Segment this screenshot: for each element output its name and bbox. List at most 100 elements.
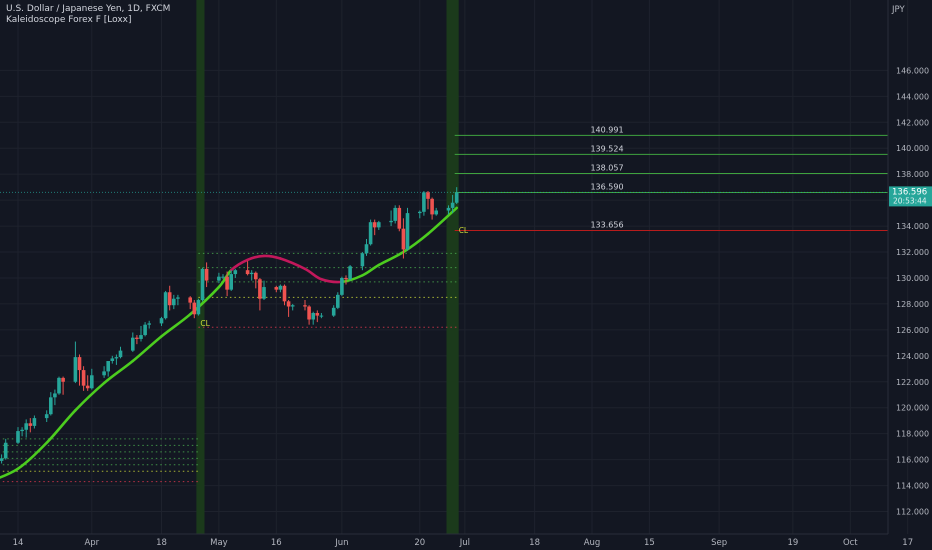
candle-body (446, 207, 451, 211)
price-level-label: 139.524 (590, 144, 623, 153)
y-tick-label: 132.000 (896, 248, 929, 257)
candle (397, 205, 402, 232)
candle (368, 219, 373, 246)
candle (114, 354, 119, 365)
y-tick-label: 118.000 (896, 430, 929, 439)
indicator-segment (229, 258, 249, 272)
candle (307, 305, 311, 325)
cl-markers: CL CL (200, 226, 469, 328)
candle-body (262, 287, 266, 299)
candle (143, 322, 147, 337)
y-tick-label: 138.000 (896, 170, 929, 179)
candle (389, 210, 393, 227)
x-tick-label: Sep (711, 538, 727, 548)
candle (430, 197, 434, 220)
x-tick-label: 19 (787, 538, 798, 548)
candle-body (368, 222, 373, 245)
candle (73, 341, 78, 384)
x-tick-label: Jun (334, 538, 348, 548)
candle (372, 219, 377, 236)
dotted-levels (0, 252, 457, 483)
candle-body (249, 272, 254, 275)
y-tick-label: 142.000 (896, 118, 929, 127)
candle-body (176, 297, 180, 299)
indicator-segment (262, 254, 282, 260)
candle-body (53, 393, 57, 398)
candle (85, 375, 90, 391)
candle (32, 415, 37, 429)
indicator-segment (160, 313, 192, 338)
candle-body (393, 207, 397, 221)
time-axis: 14 Apr 18 May 16 Jun 20 Jul 18 Aug 15 Sep 19 Oct 17 (0, 533, 913, 548)
candle-body (16, 431, 20, 443)
indicator-segment (426, 206, 458, 236)
last-price-value: 136.596 (892, 187, 927, 197)
candle (229, 270, 233, 291)
candle-body (405, 213, 410, 250)
candle-body (377, 222, 381, 228)
candle (28, 418, 33, 433)
x-tick-label: Oct (843, 538, 858, 548)
candle-body (0, 458, 4, 461)
y-tick-label: 112.000 (896, 508, 929, 517)
candle-body (344, 277, 348, 280)
candle-body (331, 307, 336, 316)
candle-body (401, 228, 406, 250)
candle (44, 410, 49, 422)
candle (106, 361, 110, 377)
y-tick-label: 146.000 (896, 66, 929, 75)
axis-currency: JPY (891, 5, 905, 15)
candle-body (221, 276, 225, 278)
candle-body (225, 276, 229, 290)
x-tick-label: 20 (414, 538, 425, 548)
candle (319, 313, 324, 319)
candle-body (49, 397, 53, 415)
candle (422, 191, 426, 216)
candle-body (192, 302, 197, 315)
indicator-segment (45, 409, 77, 445)
x-tick-label: Aug (584, 538, 601, 548)
candle (262, 280, 266, 301)
indicator-segment (131, 335, 163, 363)
candle (172, 294, 176, 310)
candle-body (28, 423, 33, 426)
candle (188, 296, 192, 310)
candle (311, 311, 315, 325)
y-tick-label: 126.000 (896, 326, 929, 335)
candle (159, 316, 164, 326)
candle-body (454, 192, 459, 203)
price-level-label: 140.991 (590, 125, 623, 134)
countdown-value: 20:53:44 (893, 196, 927, 205)
indicator-segment (246, 254, 266, 262)
candle-body (114, 357, 119, 359)
candle-body (434, 210, 438, 215)
candle-body (131, 337, 135, 351)
candle-body (81, 370, 86, 386)
candle-body (110, 358, 115, 362)
candle-body (303, 305, 307, 307)
candle (221, 274, 225, 280)
indicator-title: Kaleidoscope Forex F [Loxx] (6, 15, 132, 25)
y-tick-label: 134.000 (896, 222, 929, 231)
candle-body (397, 207, 402, 229)
x-tick-label: 17 (902, 538, 913, 548)
candle (274, 285, 279, 293)
candle-body (372, 222, 377, 228)
candle (192, 300, 197, 319)
candle (364, 239, 369, 256)
candle (57, 376, 61, 395)
candle (245, 261, 250, 276)
x-tick-label: 16 (271, 538, 282, 548)
candle (454, 187, 459, 205)
candle-body (159, 318, 164, 324)
candle (393, 205, 397, 224)
candle-body (254, 272, 258, 280)
candle-body (336, 294, 340, 308)
y-tick-label: 130.000 (896, 274, 929, 283)
candle (147, 320, 151, 329)
candle-body (135, 337, 139, 339)
x-tick-label: Apr (84, 538, 99, 548)
candle-body (217, 276, 221, 281)
candle (450, 194, 455, 214)
